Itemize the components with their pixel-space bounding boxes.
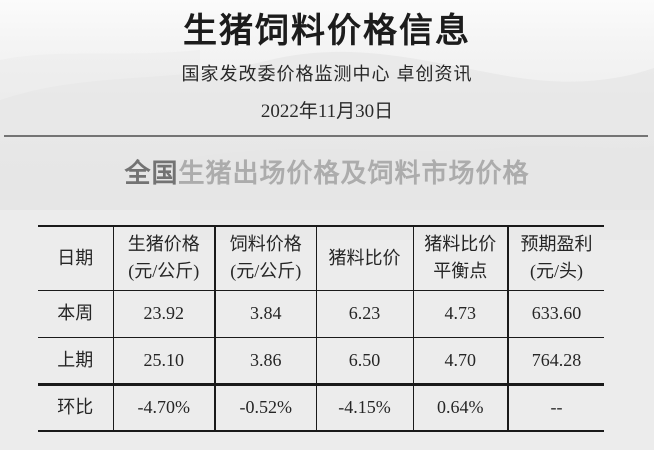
table-cell: 4.73 — [412, 289, 509, 338]
table-cell: -- — [507, 382, 604, 432]
table-row-this-week: 本周 23.92 3.84 6.23 4.73 633.60 — [38, 289, 604, 338]
report-date: 2022年11月30日 — [260, 100, 394, 122]
page-title: 生猪饲料价格信息 — [183, 12, 471, 50]
table-header-row: 日期 生猪价格 (元/公斤) 饲料价格 (元/公斤) 猪料比价 猪料比价 平衡点… — [38, 225, 604, 291]
table-cell: 0.64% — [412, 382, 509, 432]
table-cell: 3.86 — [214, 336, 317, 385]
header-cell-ratio-breakeven: 猪料比价 平衡点 — [412, 225, 509, 291]
bulletin-header: 生猪饲料价格信息 国家发改委价格监测中心 卓创资讯 2022年11月30日 — [0, 0, 654, 122]
table-cell: -4.15% — [315, 382, 414, 432]
section-title: 全国生猪出场价格及饲料市场价格 — [124, 158, 530, 189]
row-label: 本周 — [38, 289, 114, 338]
header-cell-pig-price: 生猪价格 (元/公斤) — [112, 225, 216, 291]
table-cell: 764.28 — [507, 336, 604, 385]
table-cell: 4.70 — [412, 336, 509, 385]
table-cell: -4.70% — [112, 382, 216, 432]
table-cell: -0.52% — [214, 382, 317, 432]
header-divider — [4, 135, 648, 138]
table-cell: 23.92 — [112, 289, 216, 338]
row-label: 环比 — [38, 382, 114, 432]
price-table: 日期 生猪价格 (元/公斤) 饲料价格 (元/公斤) 猪料比价 猪料比价 平衡点… — [38, 225, 604, 432]
page-subtitle: 国家发改委价格监测中心 卓创资讯 — [181, 63, 473, 84]
header-cell-pig-feed-ratio: 猪料比价 — [315, 225, 414, 291]
header-cell-expected-profit: 预期盈利 (元/头) — [507, 225, 604, 291]
table-row-chain-change: 环比 -4.70% -0.52% -4.15% 0.64% -- — [38, 382, 604, 432]
table-cell: 25.10 — [112, 336, 216, 385]
table-cell: 3.84 — [214, 289, 317, 338]
table-cell: 6.23 — [315, 289, 414, 338]
header-cell-feed-price: 饲料价格 (元/公斤) — [214, 225, 317, 291]
table-cell: 633.60 — [507, 289, 604, 338]
header-cell-date: 日期 — [38, 225, 114, 291]
table-row-last-period: 上期 25.10 3.86 6.50 4.70 764.28 — [38, 336, 604, 385]
table-cell: 6.50 — [315, 336, 414, 385]
row-label: 上期 — [38, 336, 114, 385]
